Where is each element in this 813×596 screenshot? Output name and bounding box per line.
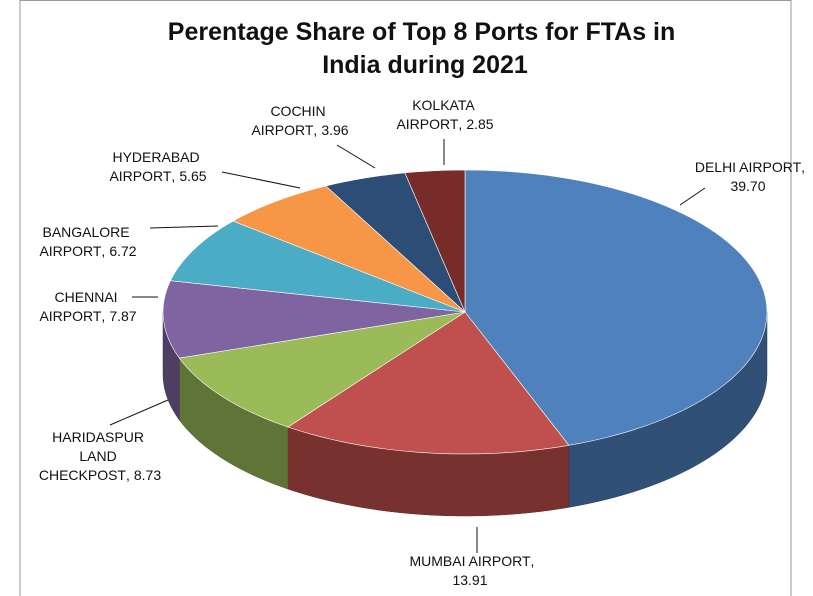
label-line: CHENNAI [55,289,122,305]
data-label-category: HARIDASPUR LAND CHECKPOST [39,429,148,483]
data-label: 39.70 [730,178,765,194]
leader-line [679,187,706,206]
label-line: DELHI AIRPORT [695,159,802,175]
slice [232,185,466,313]
slice [162,280,466,359]
data-label: 5.65 [179,168,206,184]
label-line: AIRPORT [39,243,101,259]
label-line: LAND [79,448,120,464]
slice [404,169,466,313]
title-line: India during 2021 [322,51,528,79]
leader-line [221,171,301,189]
data-label-category: BANGALORE AIRPORT [39,224,133,259]
title-line: Perentage Share of Top 8 Ports for FTAs … [168,18,682,46]
label-line: KOLKATA [412,97,478,113]
data-label: 2.85 [466,116,493,132]
data-label: 3.96 [321,122,348,138]
label-line: COCHIN [270,103,329,119]
label-separator: , [313,122,317,138]
label-line: BANGALORE [42,224,133,240]
label-separator: , [801,159,805,175]
label-separator: , [101,243,105,259]
leader-line [109,399,169,426]
pie-tops [162,169,768,455]
label-separator: , [101,308,105,324]
data-label-category: MUMBAI AIRPORT [409,553,531,569]
data-label-category: COCHIN AIRPORT [251,103,329,138]
label-line: AIRPORT [109,168,171,184]
label-line: CHECKPOST [39,467,127,483]
chart-title: Perentage Share of Top 8 Ports for FTAs … [168,18,682,79]
slice [178,311,466,428]
slice [325,172,466,313]
leader-line [149,225,219,229]
label-separator: , [171,168,175,184]
pie-sides [162,311,768,517]
label-line: AIRPORT [396,116,458,132]
data-label-category: HYDERABAD AIRPORT [109,149,203,184]
label-line: AIRPORT [39,308,101,324]
label-separator: , [531,553,535,569]
slice [287,311,570,455]
label-line: AIRPORT [251,122,313,138]
data-label: 8.73 [134,467,161,483]
slice [464,169,768,446]
label-line: HYDERABAD [112,149,203,165]
slice [169,220,466,313]
label-separator: , [458,116,462,132]
data-label-category: CHENNAI AIRPORT [39,289,121,324]
label-separator: , [126,467,130,483]
data-label: 6.72 [109,243,136,259]
data-label: 13.91 [452,572,487,588]
label-line: MUMBAI AIRPORT [409,553,531,569]
label-line: HARIDASPUR [52,429,148,445]
data-label: 7.87 [109,308,136,324]
leader-line [336,144,376,169]
data-label-category: DELHI AIRPORT [695,159,802,175]
data-label-category: KOLKATA AIRPORT [396,97,477,132]
